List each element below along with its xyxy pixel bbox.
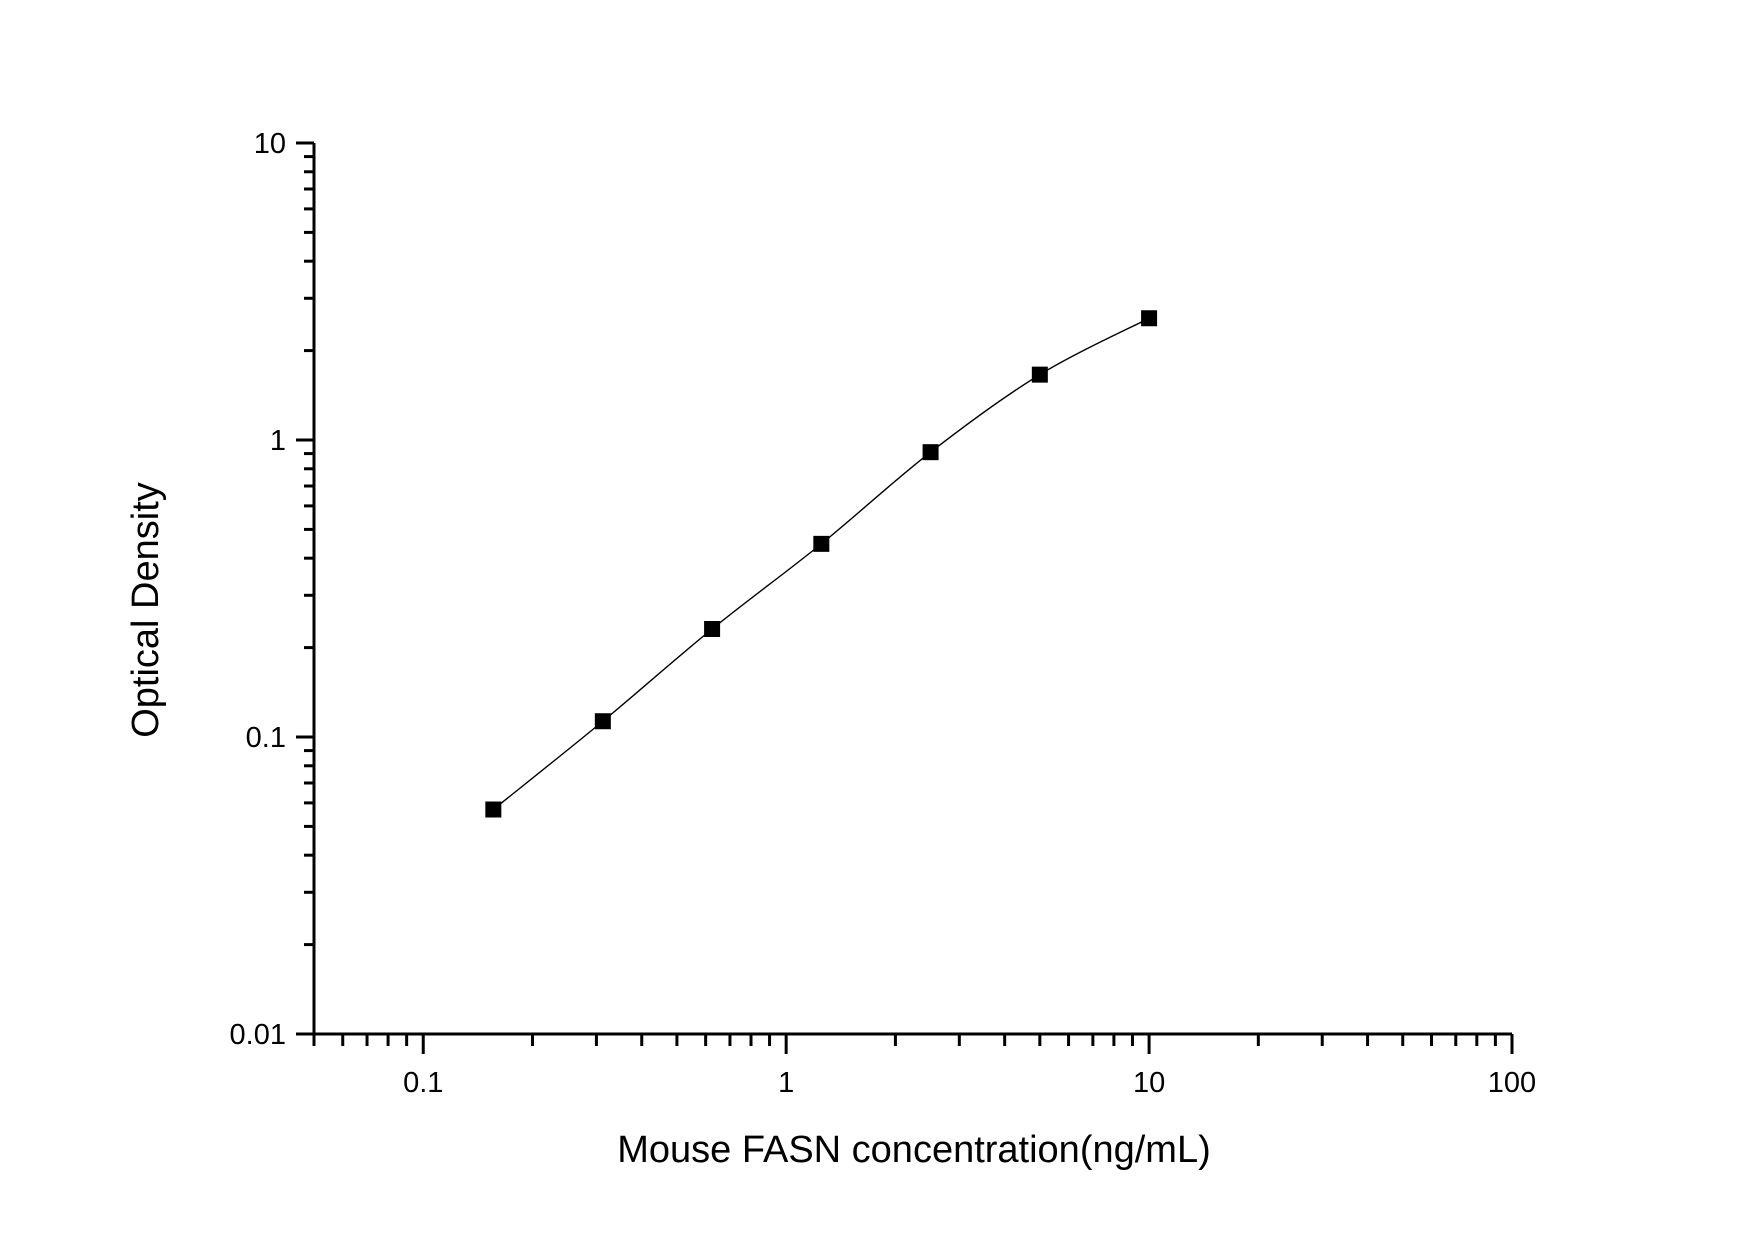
data-points: [485, 310, 1158, 818]
fit-curve-path: [492, 317, 1150, 811]
y-tick-label: 10: [254, 128, 286, 160]
fit-curve: [492, 317, 1150, 811]
square-marker: [485, 801, 502, 818]
y-tick-label: 0.1: [246, 722, 286, 754]
x-tick-label: 10: [1133, 1067, 1165, 1099]
axes: 0.01 0.1 1 10 0.1 1 10 100: [230, 128, 1537, 1099]
x-axis-title: Mouse FASN concentration(ng/mL): [617, 1129, 1211, 1171]
x-tick-label: 1: [778, 1067, 794, 1099]
x-tick-label: 100: [1488, 1067, 1536, 1099]
y-axis-title: Optical Density: [125, 482, 167, 738]
y-tick-label: 1: [270, 425, 286, 457]
square-marker: [1031, 366, 1048, 383]
square-marker: [704, 621, 721, 638]
x-tick-label: 0.1: [403, 1067, 443, 1099]
square-marker: [1141, 310, 1158, 327]
y-tick-label: 0.01: [230, 1019, 286, 1051]
square-marker: [594, 713, 611, 730]
square-marker: [813, 535, 830, 552]
square-marker: [922, 444, 939, 461]
